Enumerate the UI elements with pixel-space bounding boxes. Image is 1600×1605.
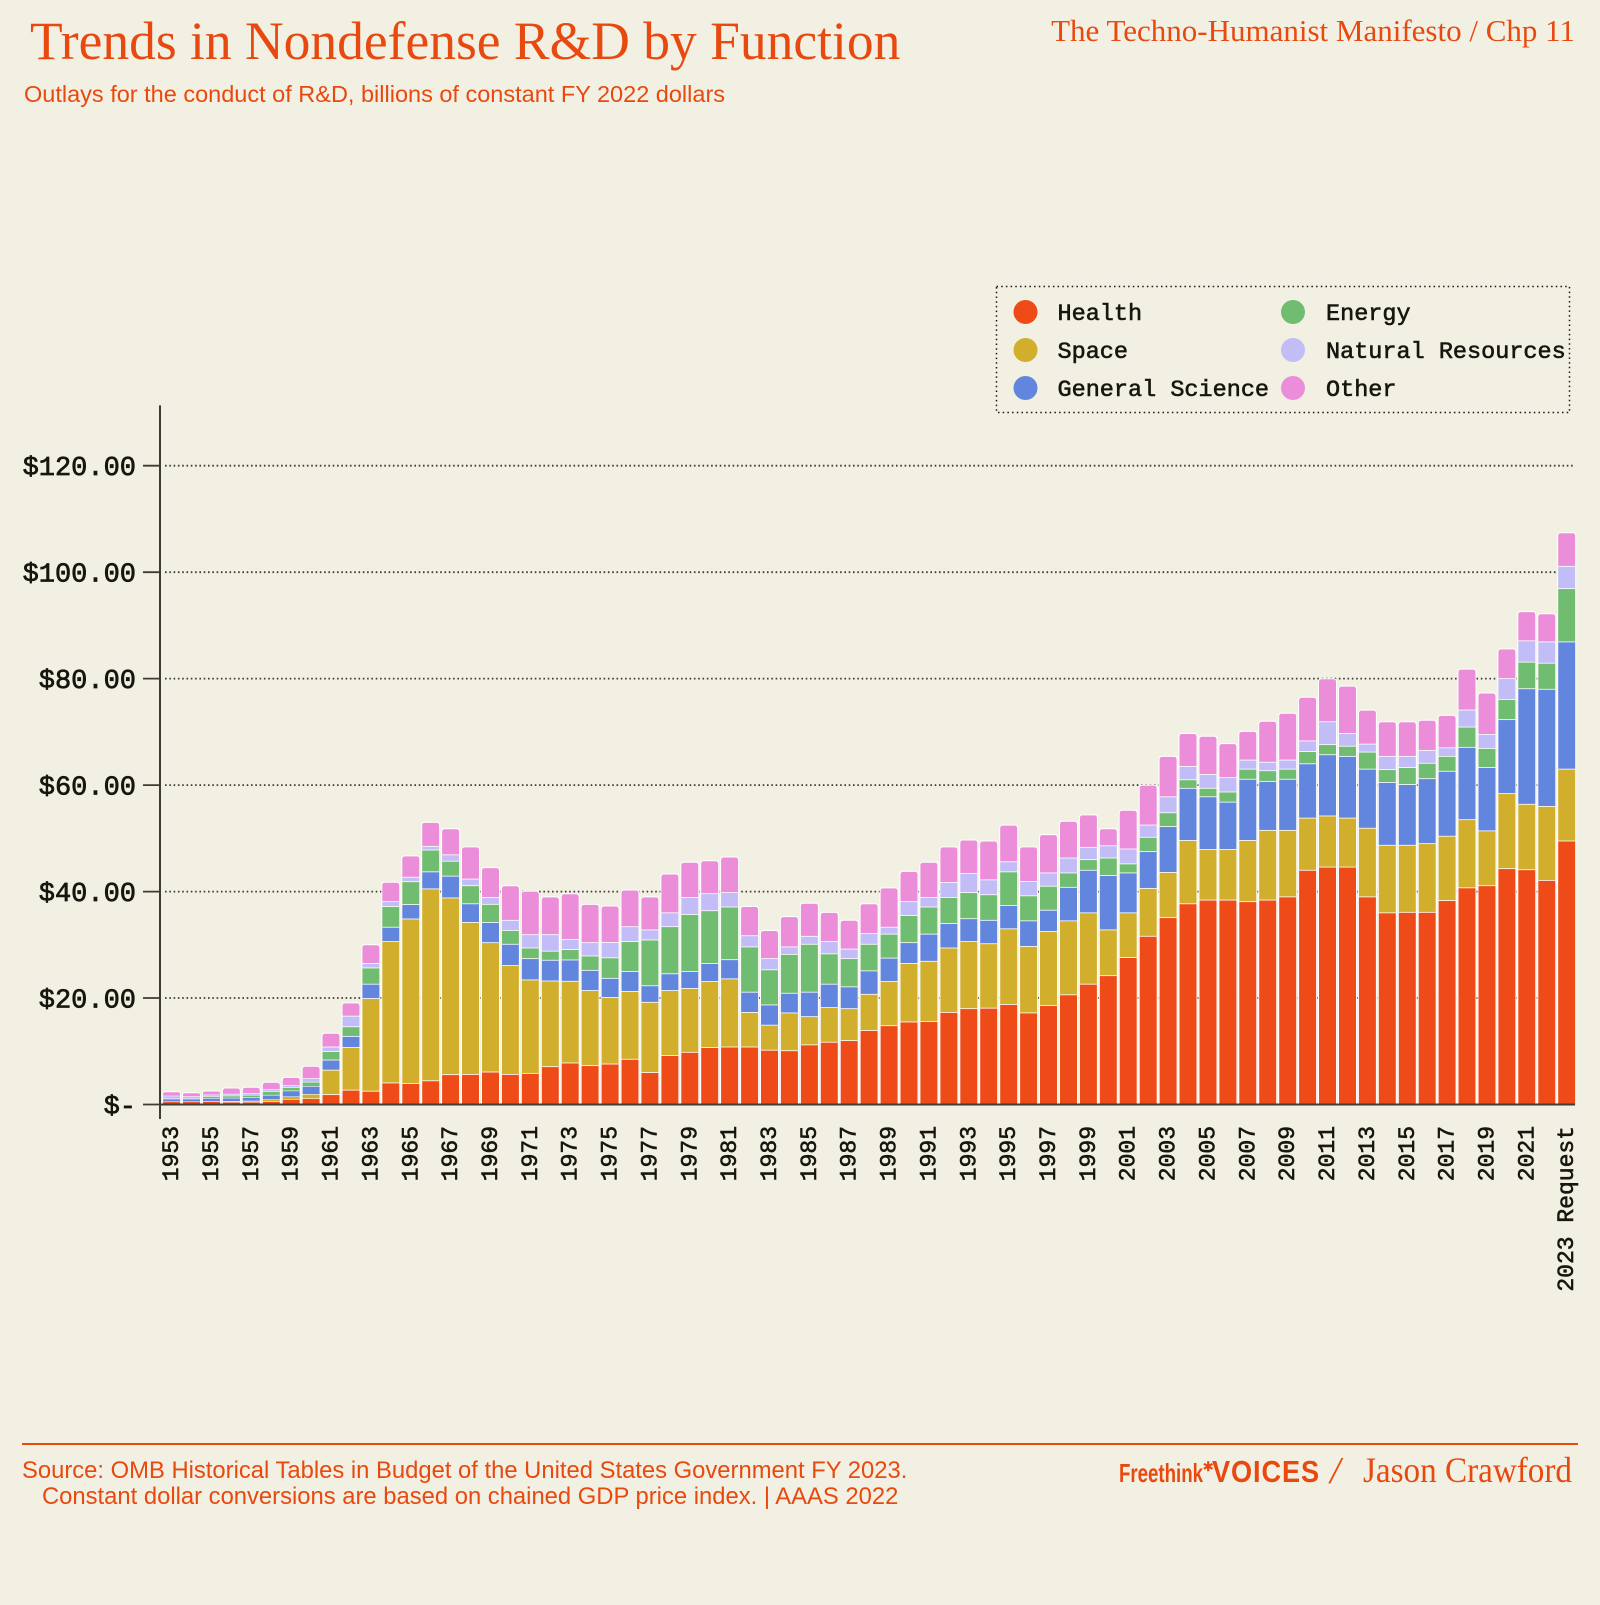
- svg-text:2019: 2019: [1475, 1126, 1501, 1181]
- svg-text:1967: 1967: [438, 1126, 464, 1181]
- svg-text:Source: OMB Historical Tables: Source: OMB Historical Tables in Budget …: [22, 1457, 907, 1484]
- svg-text:1975: 1975: [598, 1126, 624, 1181]
- svg-text:1999: 1999: [1076, 1126, 1102, 1181]
- svg-text:Energy: Energy: [1326, 301, 1411, 328]
- svg-text:1997: 1997: [1036, 1126, 1062, 1181]
- svg-text:The Techno-Humanist Manifesto: The Techno-Humanist Manifesto / Chp 11: [1051, 13, 1575, 48]
- svg-text:General Science: General Science: [1058, 377, 1270, 404]
- svg-text:Jason Crawford: Jason Crawford: [1363, 1450, 1572, 1490]
- svg-text:Trends in Nondefense R&D by Fu: Trends in Nondefense R&D by Function: [30, 11, 900, 71]
- svg-text:$120.00: $120.00: [23, 454, 136, 484]
- svg-text:Health: Health: [1058, 301, 1143, 328]
- svg-text:1993: 1993: [956, 1126, 982, 1181]
- svg-text:1963: 1963: [358, 1126, 384, 1181]
- svg-text:Space: Space: [1058, 339, 1129, 366]
- svg-text:1957: 1957: [239, 1126, 265, 1181]
- svg-text:1961: 1961: [319, 1126, 345, 1181]
- svg-text:1977: 1977: [637, 1126, 663, 1181]
- svg-text:2021: 2021: [1514, 1126, 1540, 1181]
- svg-text:2011: 2011: [1315, 1126, 1341, 1181]
- svg-text:2005: 2005: [1196, 1126, 1222, 1181]
- svg-text:1953: 1953: [159, 1126, 185, 1181]
- svg-text:2015: 2015: [1395, 1126, 1421, 1181]
- svg-text:Natural Resources: Natural Resources: [1326, 339, 1566, 366]
- svg-text:1955: 1955: [199, 1126, 225, 1181]
- svg-text:Other: Other: [1326, 377, 1397, 404]
- svg-text:Freethink: Freethink: [1119, 1458, 1203, 1488]
- svg-text:1991: 1991: [916, 1126, 942, 1181]
- svg-text:1989: 1989: [877, 1126, 903, 1181]
- svg-text:1981: 1981: [717, 1126, 743, 1181]
- svg-text:2007: 2007: [1235, 1126, 1261, 1181]
- svg-text:1965: 1965: [398, 1126, 424, 1181]
- svg-text:$40.00: $40.00: [39, 880, 136, 910]
- svg-text:2017: 2017: [1435, 1126, 1461, 1181]
- svg-text:2001: 2001: [1116, 1126, 1142, 1181]
- svg-text:1973: 1973: [558, 1126, 584, 1181]
- svg-text:2013: 2013: [1355, 1126, 1381, 1181]
- svg-text:1979: 1979: [677, 1126, 703, 1181]
- svg-text:$-: $-: [104, 1093, 136, 1123]
- svg-text:2003: 2003: [1156, 1126, 1182, 1181]
- svg-text:1985: 1985: [797, 1126, 823, 1181]
- svg-text:$60.00: $60.00: [39, 774, 136, 804]
- svg-text:1987: 1987: [837, 1126, 863, 1181]
- svg-text:1983: 1983: [757, 1126, 783, 1181]
- svg-text:Outlays for the conduct of R&D: Outlays for the conduct of R&D, billions…: [24, 81, 725, 107]
- svg-text:$80.00: $80.00: [39, 667, 136, 697]
- svg-text:2023 Request: 2023 Request: [1554, 1126, 1580, 1292]
- svg-text:$100.00: $100.00: [23, 561, 136, 591]
- svg-text:1959: 1959: [279, 1126, 305, 1181]
- svg-text:$20.00: $20.00: [39, 987, 136, 1017]
- svg-text:1971: 1971: [518, 1126, 544, 1181]
- svg-text:VOICES: VOICES: [1212, 1455, 1320, 1489]
- svg-text:1969: 1969: [478, 1126, 504, 1181]
- svg-text:/: /: [1328, 1450, 1344, 1492]
- svg-text:Constant dollar conversions ar: Constant dollar conversions are based on…: [42, 1483, 898, 1510]
- svg-text:1995: 1995: [996, 1126, 1022, 1181]
- svg-text:2009: 2009: [1275, 1126, 1301, 1181]
